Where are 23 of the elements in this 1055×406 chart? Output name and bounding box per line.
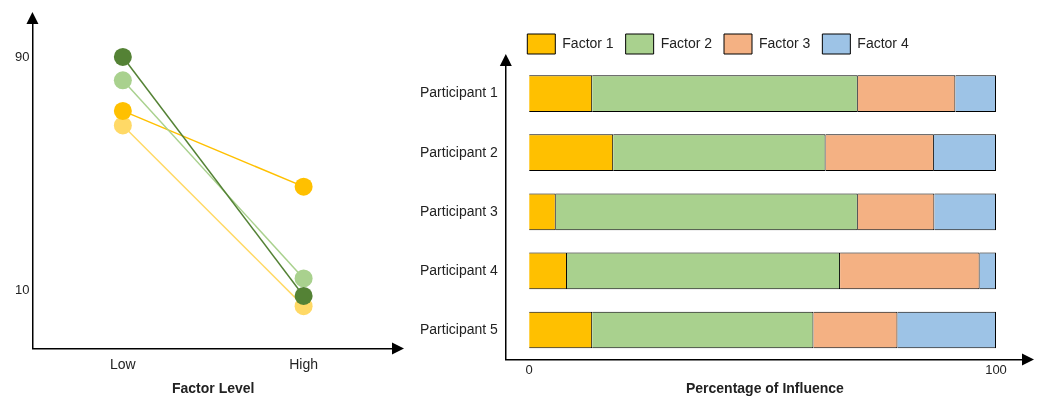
- point: [113, 101, 132, 120]
- legend-label: Factor 2: [660, 34, 713, 51]
- point: [294, 177, 313, 196]
- legend-label: Factor 1: [562, 34, 614, 51]
- point: [113, 71, 132, 90]
- legend-label: Factor 3: [759, 34, 811, 51]
- y-tick-label: Participant 5: [419, 320, 499, 337]
- point: [113, 47, 132, 66]
- point: [294, 269, 313, 288]
- legend-label: Factor 4: [857, 34, 909, 51]
- y-tick-label: 90: [14, 48, 30, 64]
- x-tick-label: 100: [985, 361, 1007, 377]
- x-axis-title: Factor Level: [171, 380, 255, 397]
- x-tick-label: Low: [110, 355, 137, 372]
- y-tick-label: Participant 1: [419, 84, 499, 101]
- y-tick-label: Participant 2: [419, 143, 499, 160]
- x-tick-label: High: [289, 355, 319, 372]
- y-tick-label: Participant 4: [419, 261, 499, 278]
- x-axis-title: Percentage of Influence: [685, 380, 845, 397]
- x-tick-label: 0: [525, 361, 533, 377]
- point: [294, 286, 313, 305]
- y-tick-label: 10: [14, 281, 30, 297]
- y-tick-label: Participant 3: [419, 202, 499, 219]
